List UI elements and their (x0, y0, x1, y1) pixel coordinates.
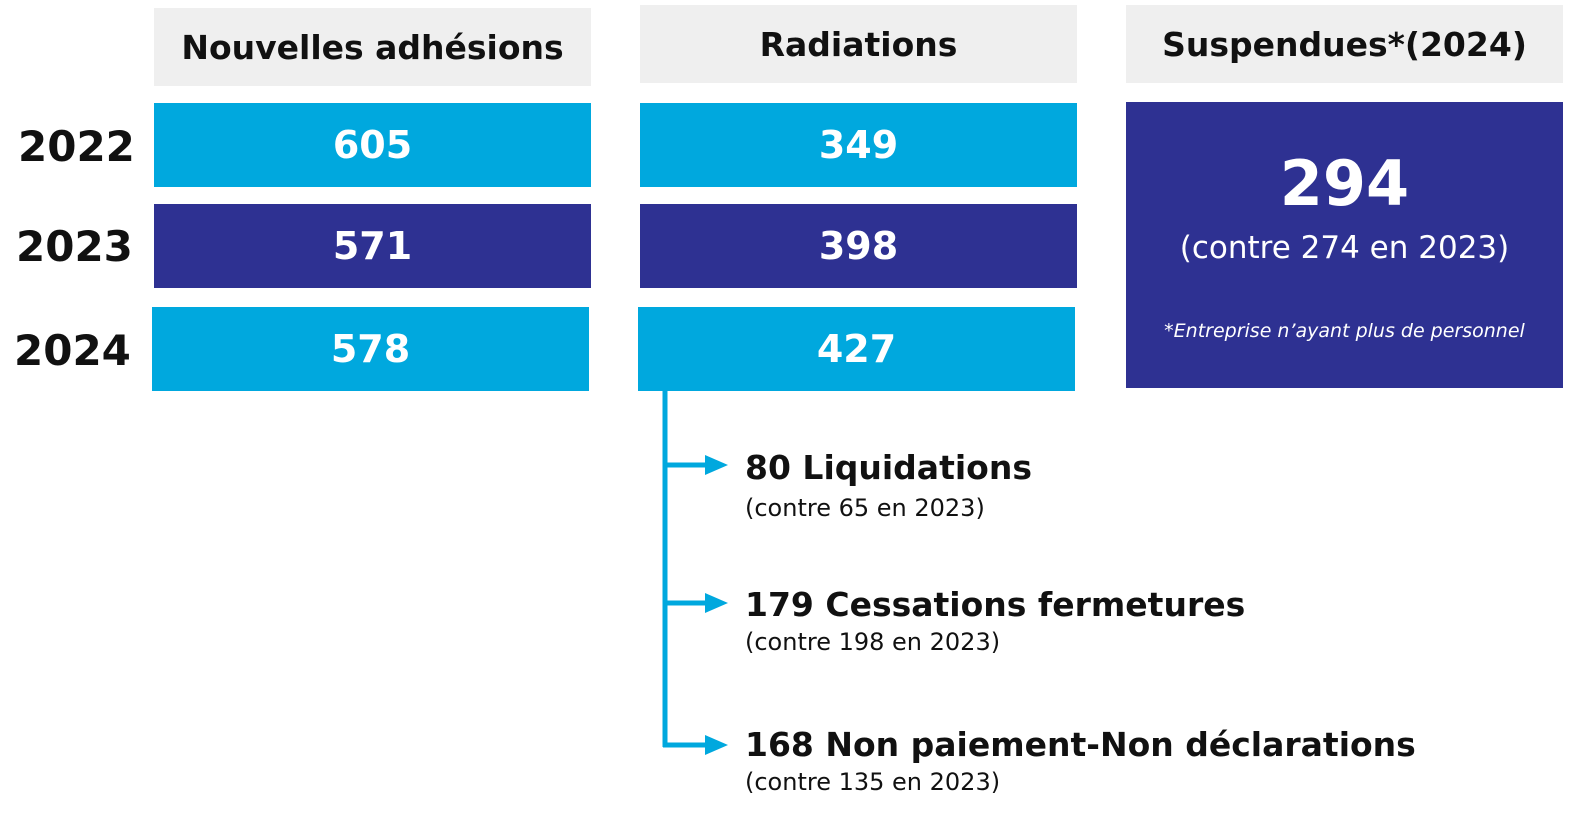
arrowheads (705, 455, 728, 755)
suspended-value: 294 (1279, 147, 1410, 220)
value-cell: 427 (638, 307, 1075, 391)
branch-lines (662, 391, 708, 748)
breakdown-label: 168 Non paiement-Non déclarations (745, 725, 1416, 764)
header: Nouvelles adhésions (154, 8, 591, 86)
value-cell: 398 (640, 204, 1077, 288)
header: Radiations (640, 5, 1077, 83)
value-cell: 605 (154, 103, 591, 187)
value-cell: 571 (154, 204, 591, 288)
header: Suspendues*(2024) (1126, 5, 1563, 83)
value-cell: 578 (152, 307, 589, 391)
breakdown-comparison: (contre 65 en 2023) (745, 494, 985, 522)
year-label: 2024 (14, 326, 131, 375)
value-cell: 349 (640, 103, 1077, 187)
year-label: 2022 (18, 122, 135, 171)
breakdown-comparison: (contre 135 en 2023) (745, 768, 1001, 796)
breakdown-label: 80 Liquidations (745, 448, 1032, 487)
suspended-panel: 294 (contre 274 en 2023) *Entreprise n’a… (1126, 102, 1563, 388)
suspended-comparison: (contre 274 en 2023) (1179, 230, 1510, 266)
year-label: 2023 (16, 222, 133, 271)
suspended-note: *Entreprise n’ayant plus de personnel (1164, 320, 1525, 342)
breakdown-comparison: (contre 198 en 2023) (745, 628, 1001, 656)
breakdown-label: 179 Cessations fermetures (745, 585, 1246, 624)
